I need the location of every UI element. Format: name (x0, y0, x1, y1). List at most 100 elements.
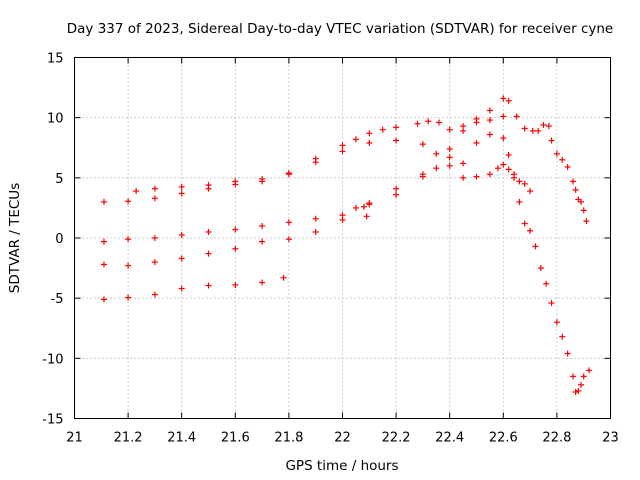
data-point (352, 204, 359, 211)
data-point (393, 191, 400, 198)
data-point (125, 262, 132, 269)
data-point (259, 238, 266, 245)
data-point (205, 228, 212, 235)
data-point (259, 176, 266, 183)
data-point (494, 165, 501, 172)
data-point (433, 150, 440, 157)
data-point (486, 117, 493, 124)
y-tick-label: -15 (42, 413, 63, 428)
x-tick-label: 22 (334, 431, 351, 446)
data-point (559, 156, 566, 163)
data-point (559, 333, 566, 340)
data-point (393, 137, 400, 144)
data-point (521, 180, 528, 187)
data-point (100, 238, 107, 245)
data-point (548, 137, 555, 144)
data-point (569, 178, 576, 185)
data-point (419, 171, 426, 178)
data-point (151, 235, 158, 241)
data-point (537, 265, 544, 272)
data-point (178, 285, 185, 292)
data-point (540, 121, 547, 128)
data-point (285, 236, 292, 243)
data-point (366, 130, 373, 137)
data-point (419, 141, 426, 148)
data-point (527, 188, 534, 195)
data-point (486, 131, 493, 138)
x-tick-labels: 21 21.2 21.4 21.6 21.8 22 22.2 22.4 22.6 22.8 23 (66, 431, 619, 446)
data-point (205, 282, 212, 289)
data-point (486, 171, 493, 178)
data-point (100, 198, 107, 205)
data-point (339, 142, 346, 149)
data-point (583, 218, 590, 225)
data-point (285, 219, 292, 226)
data-point (500, 95, 507, 102)
data-point (505, 151, 512, 158)
data-point (100, 296, 107, 303)
data-point (232, 245, 239, 252)
data-point (586, 367, 593, 374)
data-point (339, 216, 346, 223)
data-point (151, 259, 158, 266)
data-point (366, 139, 373, 146)
data-point (521, 220, 528, 227)
data-point (446, 145, 453, 152)
data-point (460, 127, 467, 134)
data-point (151, 185, 158, 192)
data-point (580, 207, 587, 214)
data-point (312, 228, 319, 235)
data-point (486, 107, 493, 114)
y-tick-labels: -15 -10 -5 0 5 10 15 (42, 52, 63, 428)
y-axis-title: SDTVAR / TECUs (7, 183, 23, 293)
data-point (446, 126, 453, 133)
x-tick-label: 21 (66, 431, 83, 446)
data-point (125, 236, 132, 243)
data-point (500, 161, 507, 168)
x-tick-label: 22.4 (435, 431, 464, 446)
y-tick-label: 15 (47, 52, 64, 67)
data-point (516, 178, 523, 185)
y-tick-label: -5 (51, 292, 64, 307)
data-point (473, 115, 480, 122)
data-point (505, 97, 512, 104)
data-point (178, 231, 185, 238)
data-point (259, 279, 266, 286)
data-point (516, 198, 523, 205)
x-tick-label: 21.2 (114, 431, 143, 446)
x-tick-label: 21.4 (167, 431, 196, 446)
data-point (535, 127, 542, 134)
x-tick-label: 21.6 (221, 431, 250, 446)
data-point (393, 124, 400, 131)
data-point (529, 127, 536, 134)
data-point (205, 182, 212, 189)
data-point (513, 113, 520, 120)
data-point (572, 389, 579, 396)
data-point (473, 173, 480, 180)
data-point (473, 139, 480, 146)
data-point (280, 274, 287, 281)
data-point (553, 150, 560, 157)
y-tick-label: -10 (42, 352, 63, 367)
chart-title: Day 337 of 2023, Sidereal Day-to-day VTE… (67, 21, 613, 37)
data-point (446, 162, 453, 169)
data-point (178, 183, 185, 190)
data-point (435, 119, 442, 126)
data-point (548, 299, 555, 306)
x-tick-label: 21.8 (274, 431, 303, 446)
grid-lines (74, 57, 611, 419)
x-tick-label: 22.2 (382, 431, 411, 446)
data-point (125, 294, 132, 301)
data-point (312, 215, 319, 222)
data-point (500, 135, 507, 142)
data-point (232, 178, 239, 185)
data-point (178, 255, 185, 262)
data-point (543, 280, 550, 287)
data-point (425, 118, 432, 125)
data-point (578, 198, 585, 205)
axis-ticks (74, 57, 611, 419)
data-point (569, 373, 576, 380)
data-point (151, 291, 158, 298)
x-tick-label: 23 (602, 431, 619, 446)
